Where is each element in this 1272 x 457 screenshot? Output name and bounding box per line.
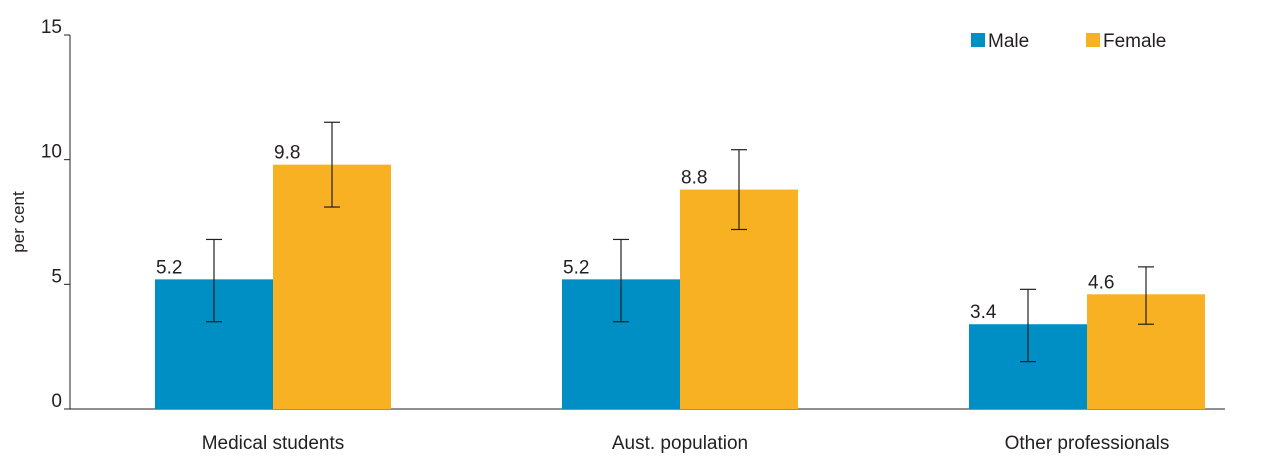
x-category-label: Aust. population — [612, 433, 748, 454]
x-category-label: Other professionals — [1005, 433, 1170, 454]
data-label: 9.8 — [274, 143, 300, 164]
legend[interactable]: Male Female — [971, 31, 1166, 52]
legend-label-male: Male — [988, 31, 1029, 52]
legend-swatch-male — [971, 33, 985, 47]
legend-label-female: Female — [1103, 31, 1166, 52]
legend-swatch-female — [1086, 33, 1100, 47]
data-label: 3.4 — [970, 302, 997, 323]
data-label: 5.2 — [156, 257, 182, 278]
y-axis-title: per cent — [9, 191, 28, 253]
data-labels: Medical students 5.2 9.8 Aust. population 5.… — [156, 143, 1169, 454]
y-tick-label: 5 — [51, 266, 62, 287]
bars — [155, 121, 1205, 409]
y-tick-label: 10 — [41, 142, 62, 163]
y-tick-label: 0 — [51, 391, 62, 412]
data-label: 5.2 — [563, 257, 589, 278]
data-label: 4.6 — [1088, 272, 1114, 293]
x-category-label: Medical students — [202, 433, 345, 454]
y-tick-label: 15 — [41, 17, 62, 38]
data-label: 8.8 — [681, 168, 707, 189]
